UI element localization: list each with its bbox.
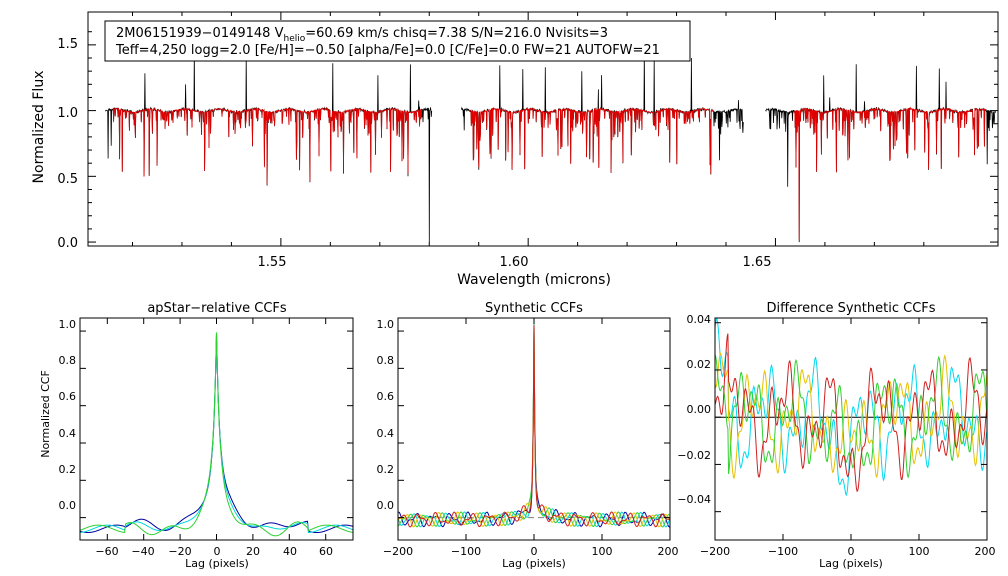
spectrum-panel: 1.55 1.60 1.65 0.0 0.5 1.0 1.5 Wavelengt… — [31, 11, 999, 288]
ccf1-xtick-2: −20 — [168, 545, 191, 558]
ccf1-ytick-1: 0.2 — [59, 463, 77, 476]
ccf1-lines — [79, 332, 354, 537]
ccf1-series-3 — [79, 332, 354, 537]
spectrum-x-ticks — [132, 12, 925, 246]
info-line-1-a: 2M06151939−0149148 V — [116, 26, 284, 41]
ccf3-ytick-4: 0.04 — [687, 313, 712, 326]
ccf3-series-1 — [714, 318, 988, 497]
spectrum-model-line — [468, 106, 714, 174]
ccf3-xtick-1: −100 — [768, 545, 798, 558]
spectrum-y-label: Normalized Flux — [31, 71, 47, 184]
ccf2-ytick-3: 0.6 — [377, 390, 395, 403]
ccf1-x-label: Lag (pixels) — [185, 557, 249, 570]
spectrum-ytick-label-2: 1.0 — [57, 106, 78, 121]
ccf3-x-label: Lag (pixels) — [819, 557, 883, 570]
ccf1-ytick-3: 0.6 — [59, 390, 77, 403]
spectrum-frame — [87, 11, 999, 247]
ccf3-ticks — [714, 318, 988, 540]
info-line-1-b: =60.69 km/s chisq=7.38 S/N=216.0 Nvisits… — [305, 26, 608, 41]
ccf-panel-apstar: apStar−relative CCFs −60 −40 −20 0 20 40… — [39, 301, 354, 570]
ccf1-xtick-4: 20 — [246, 545, 260, 558]
spectrum-y-ticks — [88, 31, 998, 243]
ccf3-ytick-1: −0.02 — [677, 449, 711, 462]
ccf1-xtick-3: 0 — [214, 545, 221, 558]
info-box — [104, 20, 691, 62]
ccf2-ytick-5: 1.0 — [377, 318, 395, 331]
ccf1-series-1 — [79, 332, 354, 533]
ccf1-y-label: Normalized CCF — [39, 370, 52, 458]
ccf2-ticks — [397, 318, 671, 540]
ccf2-lines — [397, 317, 671, 528]
ccf2-title: Synthetic CCFs — [485, 301, 583, 316]
ccf2-ytick-1: 0.2 — [377, 463, 395, 476]
info-line-2: Teff=4,250 logg=2.0 [Fe/H]=−0.50 [alpha/… — [115, 43, 660, 58]
ccf1-ytick-2: 0.4 — [59, 427, 77, 440]
ccf1-xtick-6: 60 — [319, 545, 333, 558]
ccf2-xtick-1: −100 — [451, 545, 481, 558]
ccf1-ytick-0: 0.0 — [59, 499, 77, 512]
ccf3-ytick-2: 0.00 — [687, 403, 712, 416]
ccf3-xtick-0: −200 — [700, 545, 730, 558]
ccf3-xtick-2: 0 — [848, 545, 855, 558]
spectrum-xtick-label-2: 1.65 — [743, 255, 772, 270]
ccf3-series-3 — [714, 354, 988, 479]
info-line-1-sub: helio — [283, 34, 305, 44]
ccf2-ytick-4: 0.8 — [377, 354, 395, 367]
ccf2-ytick-0: 0.0 — [377, 499, 395, 512]
ccf1-ytick-5: 1.0 — [59, 318, 77, 331]
ccf2-xtick-0: −200 — [383, 545, 413, 558]
ccf3-xtick-3: 100 — [909, 545, 930, 558]
spectrum-model-line — [792, 106, 986, 240]
ccf2-xtick-2: 0 — [531, 545, 538, 558]
ccf1-series-2 — [79, 332, 354, 533]
ccf1-ticks — [80, 318, 353, 540]
ccf3-title: Difference Synthetic CCFs — [766, 301, 935, 316]
ccf-panel-synthetic: Synthetic CCFs −200 −100 0 100 200 0.0 0… — [377, 301, 679, 570]
ccf1-xtick-5: 40 — [283, 545, 297, 558]
spectrum-observed-line — [104, 51, 433, 243]
ccf1-xtick-0: −60 — [95, 545, 118, 558]
info-line-1: 2M06151939−0149148 Vhelio=60.69 km/s chi… — [116, 26, 608, 44]
spectrum-ytick-label-0: 0.0 — [57, 236, 78, 251]
spectrum-lines — [104, 51, 996, 243]
ccf1-xtick-1: −40 — [131, 545, 154, 558]
ccf1-ytick-4: 0.8 — [59, 354, 77, 367]
spectrum-ytick-label-1: 0.5 — [57, 172, 78, 187]
ccf3-ytick-0: −0.04 — [677, 493, 711, 506]
ccf1-title: apStar−relative CCFs — [147, 301, 287, 316]
ccf2-ytick-2: 0.4 — [377, 427, 395, 440]
ccf2-xtick-3: 100 — [592, 545, 613, 558]
spectrum-observed-line — [765, 64, 996, 243]
ccf3-lines — [714, 318, 988, 497]
ccf3-ytick-3: 0.02 — [687, 358, 712, 371]
ccf3-series-4 — [714, 333, 988, 493]
spectrum-ytick-label-3: 1.5 — [57, 37, 78, 52]
ccf2-x-label: Lag (pixels) — [502, 557, 566, 570]
spectrum-observed-line — [461, 51, 744, 175]
ccf3-xtick-4: 200 — [975, 545, 996, 558]
spectrum-xtick-label-1: 1.60 — [500, 255, 529, 270]
ccf2-series-5 — [397, 325, 671, 528]
spectrum-x-label: Wavelength (microns) — [457, 272, 611, 288]
spectrum-xtick-label-0: 1.55 — [258, 255, 287, 270]
ccf-panel-difference: Difference Synthetic CCFs −200 −100 0 10… — [677, 301, 995, 570]
spectrum-model-line — [112, 106, 423, 185]
ccf2-xtick-4: 200 — [658, 545, 679, 558]
